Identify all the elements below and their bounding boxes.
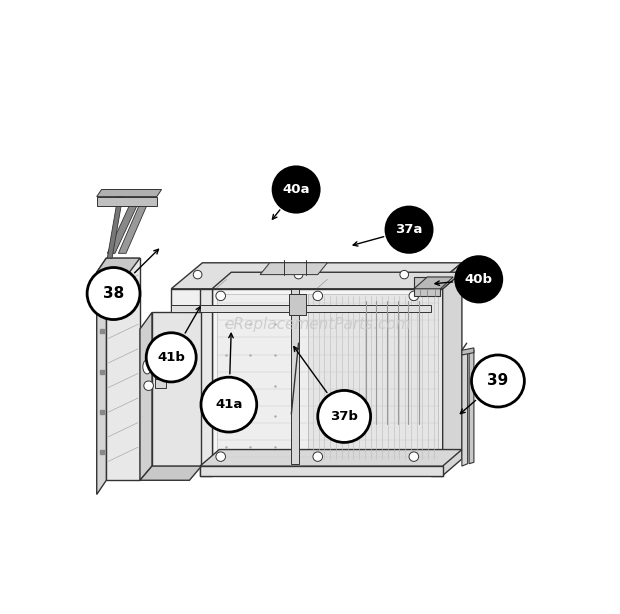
- Circle shape: [144, 381, 153, 391]
- Circle shape: [313, 291, 322, 301]
- Polygon shape: [200, 466, 443, 475]
- Polygon shape: [171, 305, 431, 313]
- Polygon shape: [308, 293, 438, 461]
- Polygon shape: [140, 466, 202, 480]
- Circle shape: [87, 268, 140, 319]
- Polygon shape: [431, 263, 462, 313]
- Ellipse shape: [143, 360, 151, 374]
- Text: 38: 38: [103, 286, 124, 301]
- Polygon shape: [291, 289, 298, 464]
- Circle shape: [471, 355, 525, 407]
- Polygon shape: [107, 201, 139, 254]
- Polygon shape: [156, 367, 166, 379]
- Polygon shape: [97, 258, 140, 272]
- Text: 39: 39: [487, 373, 508, 389]
- Polygon shape: [217, 293, 308, 461]
- Polygon shape: [171, 289, 431, 313]
- Polygon shape: [462, 348, 474, 355]
- Text: 40b: 40b: [465, 273, 493, 286]
- Polygon shape: [469, 350, 474, 464]
- Text: 37b: 37b: [330, 410, 358, 423]
- Circle shape: [456, 257, 502, 302]
- Polygon shape: [200, 449, 462, 466]
- Circle shape: [386, 207, 432, 252]
- Circle shape: [216, 291, 226, 301]
- Polygon shape: [414, 277, 453, 289]
- Polygon shape: [140, 313, 152, 480]
- Circle shape: [146, 333, 196, 382]
- Circle shape: [201, 377, 257, 432]
- Circle shape: [313, 452, 322, 461]
- Circle shape: [273, 167, 319, 212]
- Polygon shape: [431, 289, 443, 475]
- Polygon shape: [118, 201, 149, 254]
- Polygon shape: [443, 272, 462, 475]
- Circle shape: [409, 452, 419, 461]
- Text: 41a: 41a: [215, 398, 242, 411]
- Text: eReplacementParts.com: eReplacementParts.com: [224, 317, 411, 332]
- Polygon shape: [97, 190, 162, 196]
- Polygon shape: [97, 196, 157, 206]
- Circle shape: [193, 270, 202, 279]
- Polygon shape: [156, 379, 166, 388]
- Polygon shape: [107, 258, 140, 480]
- Polygon shape: [414, 277, 440, 296]
- Circle shape: [400, 270, 409, 279]
- Polygon shape: [171, 263, 462, 289]
- Circle shape: [216, 452, 226, 461]
- Text: 37a: 37a: [396, 223, 423, 236]
- Polygon shape: [212, 272, 462, 289]
- Text: 41b: 41b: [157, 351, 185, 364]
- Text: 40a: 40a: [282, 183, 310, 196]
- Polygon shape: [289, 293, 306, 315]
- Polygon shape: [212, 289, 443, 466]
- Polygon shape: [200, 289, 212, 475]
- Circle shape: [294, 270, 303, 279]
- Polygon shape: [462, 352, 467, 466]
- Polygon shape: [260, 263, 327, 274]
- Polygon shape: [97, 258, 107, 494]
- Polygon shape: [152, 313, 202, 466]
- Circle shape: [409, 291, 419, 301]
- Polygon shape: [107, 194, 123, 258]
- Circle shape: [317, 391, 371, 443]
